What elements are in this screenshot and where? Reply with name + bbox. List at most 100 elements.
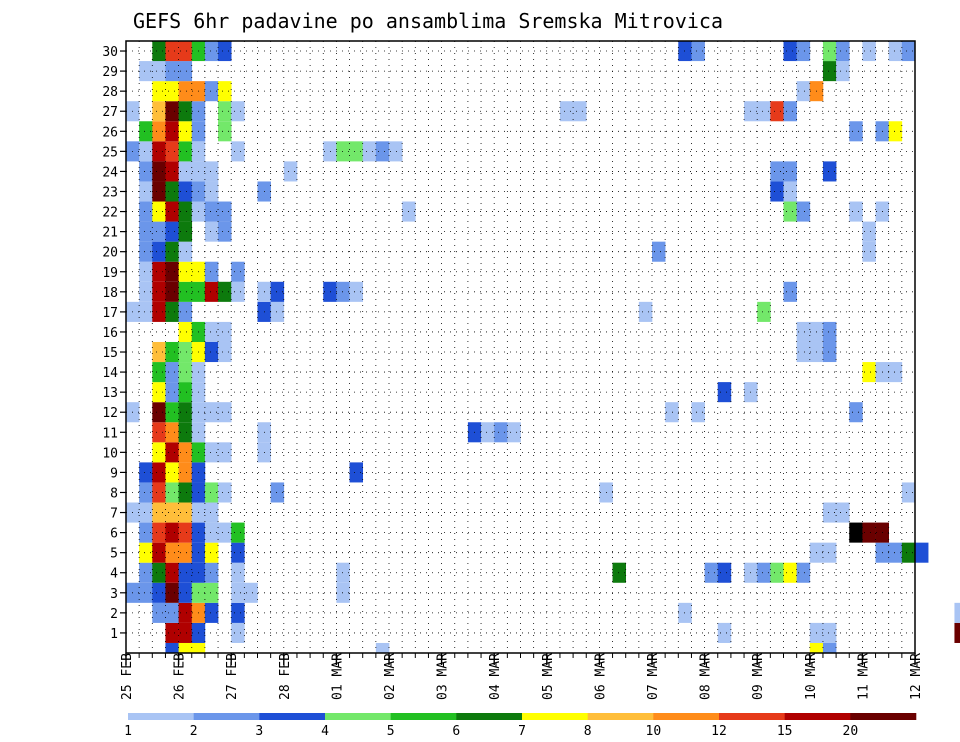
heatmap-cell	[717, 562, 732, 583]
x-tick-label: 11 MAR	[856, 653, 871, 700]
heatmap-cell	[139, 462, 153, 483]
x-tick-label: 09 MAR	[751, 653, 766, 700]
heatmap-cell	[139, 221, 153, 242]
legend-label: 8	[584, 724, 592, 739]
y-tick-label: 28	[102, 85, 118, 100]
heatmap-cell	[231, 281, 245, 302]
heatmap-cell	[139, 502, 153, 523]
heatmap-cell	[375, 642, 390, 653]
heatmap-cell	[152, 542, 166, 563]
heatmap-cell	[704, 562, 719, 583]
heatmap-cell	[152, 442, 166, 463]
heatmap-cell	[178, 141, 193, 162]
heatmap-cell	[139, 281, 153, 302]
x-tick-label: 12 MAR	[909, 653, 924, 700]
legend-swatch	[128, 713, 194, 720]
heatmap-cell	[165, 301, 179, 322]
heatmap-cell	[862, 41, 876, 62]
heatmap-cell	[178, 301, 193, 322]
heatmap-cell	[165, 602, 179, 623]
heatmap-cell	[218, 81, 232, 102]
x-tick-label: 03 MAR	[436, 653, 451, 700]
heatmap-cell	[204, 181, 219, 202]
y-tick-label: 4	[110, 567, 118, 582]
heatmap-cell	[178, 221, 193, 242]
heatmap-cell	[178, 281, 193, 302]
heatmap-cell	[204, 261, 219, 282]
heatmap-cell	[165, 622, 179, 643]
heatmap-cell	[204, 502, 219, 523]
heatmap-cell	[796, 321, 811, 342]
heatmap-cell	[954, 602, 960, 623]
heatmap-cell	[691, 41, 705, 62]
x-tick-label: 04 MAR	[488, 653, 503, 700]
y-tick-label: 23	[102, 185, 118, 200]
heatmap-cell	[507, 422, 521, 443]
heatmap-cell	[783, 201, 797, 222]
heatmap-cell	[152, 562, 166, 583]
y-tick-label: 26	[102, 125, 118, 140]
heatmap-cell	[139, 161, 153, 182]
heatmap-cell	[218, 201, 232, 222]
heatmap-cell	[389, 141, 403, 162]
heatmap-cell	[165, 502, 179, 523]
heatmap-cell	[152, 482, 166, 503]
heatmap-cell	[178, 462, 193, 483]
heatmap-cell	[888, 41, 903, 62]
heatmap-cell	[783, 41, 797, 62]
heatmap-cell	[244, 582, 258, 603]
heatmap-cell	[231, 261, 245, 282]
heatmap-cell	[152, 141, 166, 162]
heatmap-cell	[888, 542, 903, 563]
heatmap-cell	[836, 61, 850, 82]
heatmap-cell	[139, 482, 153, 503]
heatmap-cell	[901, 41, 916, 62]
heatmap-cell	[178, 402, 193, 423]
heatmap-cell	[862, 221, 876, 242]
heatmap-cell	[204, 602, 219, 623]
heatmap-cell	[204, 522, 219, 543]
heatmap-cell	[152, 121, 166, 142]
heatmap-cell	[796, 201, 811, 222]
y-tick-label: 9	[110, 466, 118, 481]
heatmap-cell	[152, 362, 166, 383]
heatmap-cell	[612, 562, 626, 583]
heatmap-cell	[888, 121, 903, 142]
heatmap-cell	[178, 482, 193, 503]
legend-swatch	[325, 713, 391, 720]
legend-swatch	[522, 713, 588, 720]
heatmap-cell	[218, 41, 232, 62]
heatmap-cells	[126, 41, 960, 653]
heatmap-cell	[152, 161, 166, 182]
heatmap-cell	[270, 301, 285, 322]
legend-swatch	[259, 713, 326, 720]
heatmap-cell	[822, 321, 837, 342]
heatmap-cell	[165, 442, 179, 463]
heatmap-cell	[822, 41, 837, 62]
y-tick-label: 17	[102, 306, 118, 321]
heatmap-cell	[849, 522, 863, 543]
heatmap-cell	[152, 221, 166, 242]
heatmap-cell	[139, 141, 153, 162]
chart-title: GEFS 6hr padavine po ansamblima Sremska …	[133, 9, 723, 33]
heatmap-cell	[783, 281, 797, 302]
heatmap-cell	[796, 341, 811, 363]
legend-label: 3	[255, 724, 263, 739]
heatmap-cell	[822, 642, 837, 653]
color-legend: 1 2 3 4 5 6 7 8 10 12 15 20	[124, 713, 917, 739]
legend-label: 6	[452, 724, 460, 739]
heatmap-cell	[178, 341, 193, 363]
heatmap-cell	[165, 161, 179, 182]
heatmap-cell	[638, 301, 653, 322]
heatmap-cell	[849, 121, 863, 142]
heatmap-cell	[178, 442, 193, 463]
heatmap-cell	[231, 141, 245, 162]
heatmap-cell	[152, 382, 166, 403]
x-tick-label: 28 FEB	[278, 653, 293, 700]
heatmap-cell	[796, 81, 811, 102]
x-tick-label: 08 MAR	[699, 653, 714, 700]
legend-swatch	[587, 713, 654, 720]
y-tick-label: 25	[102, 145, 118, 160]
legend-label: 2	[190, 724, 198, 739]
heatmap-cell	[652, 241, 666, 262]
